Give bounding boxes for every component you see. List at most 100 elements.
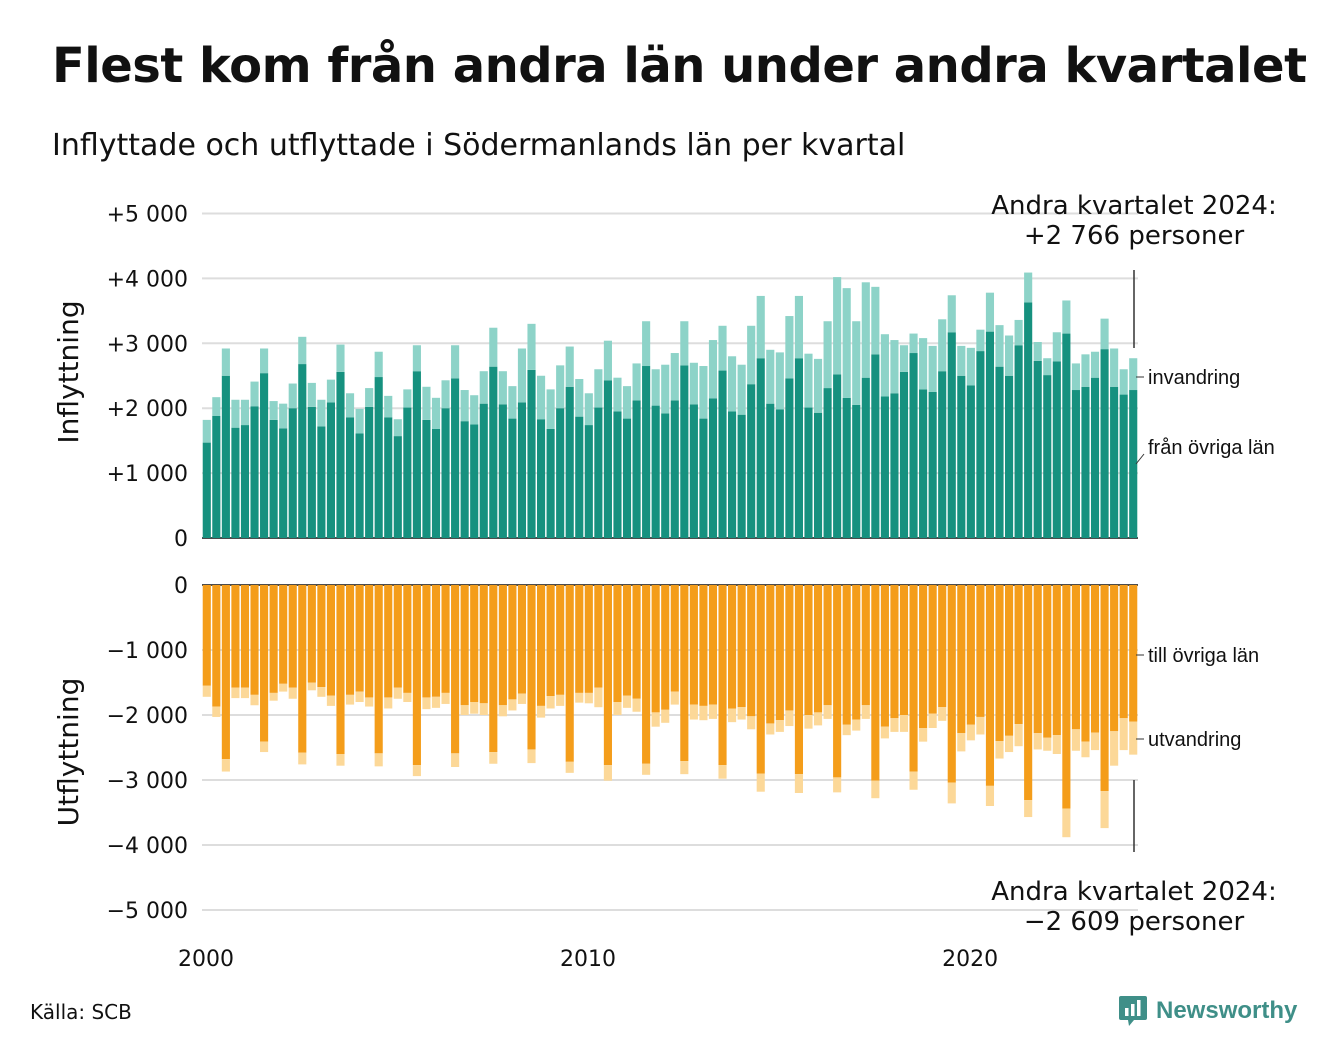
bar-invandring: [728, 356, 737, 412]
bar-till-ovriga-lan: [737, 585, 746, 708]
bar-fran-ovriga-lan: [613, 411, 622, 538]
bar-invandring: [288, 383, 297, 409]
series-label-till-ovriga-lan: till övriga län: [1148, 645, 1259, 667]
brand-name: Newsworthy: [1156, 997, 1298, 1024]
bar-invandring: [899, 345, 909, 372]
bar-utvandring: [221, 759, 230, 772]
top-y-tick-label: 0: [174, 527, 188, 552]
bar-fran-ovriga-lan: [928, 391, 937, 538]
bar-fran-ovriga-lan: [833, 374, 842, 538]
bar-utvandring: [202, 685, 211, 697]
bar-till-ovriga-lan: [899, 585, 909, 715]
bar-utvandring: [231, 687, 240, 699]
bar-utvandring: [661, 709, 670, 723]
bar-till-ovriga-lan: [479, 585, 488, 704]
bar-fran-ovriga-lan: [470, 424, 479, 538]
bar-utvandring: [489, 752, 498, 764]
bar-utvandring: [279, 683, 288, 692]
bar-invandring: [556, 365, 565, 409]
bar-fran-ovriga-lan: [336, 371, 345, 538]
bar-invandring: [852, 321, 861, 405]
bar-fran-ovriga-lan: [451, 378, 460, 538]
bar-invandring: [680, 321, 689, 366]
bar-fran-ovriga-lan: [938, 371, 947, 538]
bar-till-ovriga-lan: [928, 585, 937, 714]
bar-till-ovriga-lan: [689, 585, 698, 705]
bar-utvandring: [833, 777, 842, 793]
bar-fran-ovriga-lan: [355, 433, 364, 538]
bar-till-ovriga-lan: [307, 585, 316, 683]
bar-fran-ovriga-lan: [785, 378, 794, 538]
bar-invandring: [718, 325, 727, 371]
bar-utvandring: [737, 707, 746, 720]
bar-till-ovriga-lan: [1052, 585, 1061, 736]
bar-invandring: [1024, 272, 1033, 303]
bar-till-ovriga-lan: [603, 585, 612, 766]
bar-till-ovriga-lan: [317, 585, 326, 688]
bar-invandring: [336, 344, 345, 372]
bar-invandring: [260, 348, 269, 374]
bar-fran-ovriga-lan: [622, 418, 632, 538]
bar-till-ovriga-lan: [556, 585, 565, 695]
bar-utvandring: [699, 705, 708, 721]
bar-invandring: [269, 401, 278, 420]
bar-utvandring: [1005, 735, 1014, 753]
bar-fran-ovriga-lan: [1024, 302, 1033, 538]
bar-invandring: [756, 295, 765, 359]
bar-fran-ovriga-lan: [756, 358, 765, 538]
bar-fran-ovriga-lan: [231, 427, 240, 538]
bar-utvandring: [556, 694, 565, 706]
bar-till-ovriga-lan: [1033, 585, 1042, 734]
bar-till-ovriga-lan: [747, 585, 756, 717]
bar-utvandring: [250, 694, 259, 706]
bar-till-ovriga-lan: [1014, 585, 1023, 725]
brand-logo[interactable]: Newsworthy: [1118, 994, 1297, 1028]
bar-till-ovriga-lan: [804, 585, 813, 715]
bar-invandring: [365, 388, 374, 407]
bar-till-ovriga-lan: [642, 585, 651, 764]
bar-utvandring: [842, 724, 851, 736]
bar-till-ovriga-lan: [355, 585, 364, 692]
bar-till-ovriga-lan: [441, 585, 450, 693]
bar-till-ovriga-lan: [985, 585, 995, 786]
bar-fran-ovriga-lan: [269, 419, 278, 538]
bar-fran-ovriga-lan: [221, 375, 230, 538]
bar-invandring: [613, 377, 622, 412]
bar-invandring: [240, 399, 250, 426]
bar-fran-ovriga-lan: [880, 396, 889, 538]
bar-till-ovriga-lan: [431, 585, 441, 697]
bar-utvandring: [651, 712, 660, 727]
bar-fran-ovriga-lan: [508, 418, 517, 538]
bar-fran-ovriga-lan: [584, 425, 593, 538]
bar-utvandring: [728, 708, 737, 723]
bar-utvandring: [326, 695, 335, 706]
bar-invandring: [1110, 348, 1119, 387]
bar-fran-ovriga-lan: [575, 416, 584, 538]
bar-utvandring: [775, 720, 784, 732]
bottom-y-tick-label: 0: [174, 574, 188, 599]
bar-till-ovriga-lan: [1062, 585, 1071, 809]
bar-invandring: [470, 395, 479, 425]
bar-invandring: [1129, 358, 1138, 391]
bar-utvandring: [355, 691, 364, 702]
bar-invandring: [1081, 354, 1090, 387]
bar-fran-ovriga-lan: [775, 409, 784, 538]
bar-till-ovriga-lan: [909, 585, 918, 772]
bar-till-ovriga-lan: [269, 585, 278, 693]
bar-invandring: [823, 321, 832, 389]
bar-fran-ovriga-lan: [861, 377, 870, 538]
bar-fran-ovriga-lan: [250, 406, 259, 538]
series-label-invandring: invandring: [1148, 367, 1240, 389]
annotation-bottom-line1: Andra kvartalet 2024:: [991, 877, 1276, 907]
bar-till-ovriga-lan: [890, 585, 899, 719]
bar-invandring: [1014, 319, 1023, 346]
bar-fran-ovriga-lan: [1005, 375, 1014, 538]
bar-invandring: [919, 338, 928, 390]
bar-till-ovriga-lan: [995, 585, 1004, 741]
bar-fran-ovriga-lan: [1043, 375, 1052, 538]
bar-utvandring: [890, 718, 899, 732]
top-y-tick-labels: 0 +1 000 +2 000 +3 000 +4 000 +5 000: [107, 203, 188, 553]
bar-utvandring: [642, 763, 651, 775]
bar-till-ovriga-lan: [794, 585, 803, 775]
bottom-y-tick-label: −3 000: [107, 769, 188, 794]
